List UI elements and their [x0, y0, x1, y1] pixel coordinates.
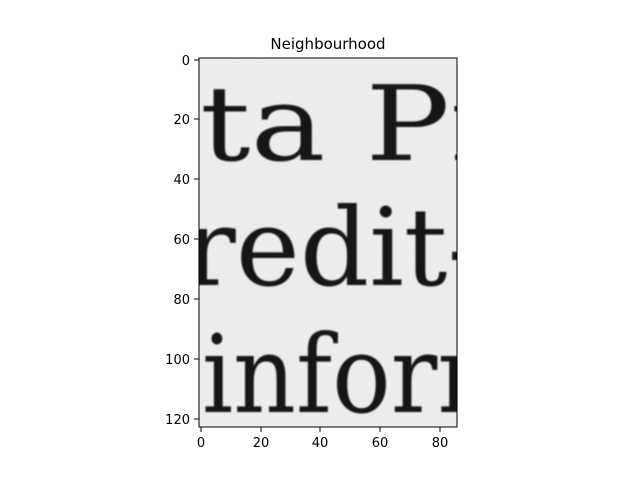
scanned-text-line-1: ta Pr — [200, 63, 510, 185]
axes-frame — [198, 57, 458, 428]
y-tick-label: 80 — [173, 293, 190, 308]
x-tick-label: 80 — [432, 436, 449, 451]
y-tick-label: 0 — [182, 54, 190, 69]
scanned-text-line-2: redit- — [184, 186, 484, 311]
image-panel: ta Pr redit- inforr — [184, 58, 510, 438]
x-axis: 0 20 40 60 80 — [197, 427, 448, 451]
y-tick-label: 100 — [165, 353, 190, 368]
y-tick-label: 60 — [173, 233, 190, 248]
y-tick-label: 20 — [173, 113, 190, 128]
paper-grain — [199, 58, 457, 427]
x-tick-label: 60 — [372, 436, 389, 451]
y-tick-label: 120 — [165, 413, 190, 428]
y-tick-label: 40 — [173, 173, 190, 188]
x-tick-label: 40 — [312, 436, 329, 451]
y-axis: 0 20 40 60 80 100 120 — [165, 54, 199, 428]
x-tick-label: 20 — [253, 436, 270, 451]
plot-title: Neighbourhood — [270, 35, 385, 53]
scanned-text-line-3: inforr — [202, 313, 484, 438]
x-tick-label: 0 — [197, 436, 205, 451]
